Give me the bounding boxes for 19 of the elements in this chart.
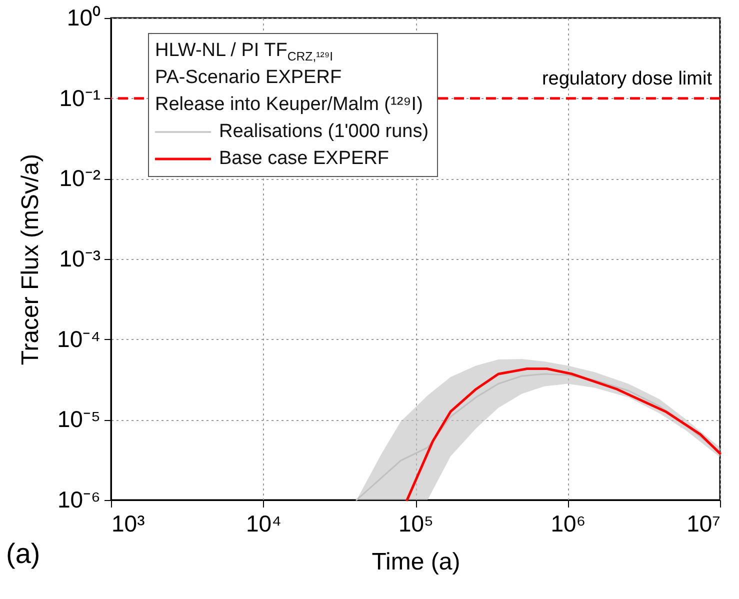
- x-tick-label: 10⁶: [550, 510, 586, 536]
- legend-title: HLW-NL / PI TF$_{CRZ,¹²⁹I}$ PA-Scenario EXPERF Release into Keuper/Malm (¹²⁹I): [155, 39, 424, 117]
- y-tick-label: 10⁻¹: [59, 84, 101, 111]
- y-tick-label: 10⁻⁶: [57, 486, 100, 512]
- y-tick-label: 10⁻⁴: [57, 326, 100, 352]
- y-tick-label: 10⁻⁵: [57, 406, 100, 432]
- y-tick-label: 10⁻²: [59, 165, 101, 192]
- x-tick-label: 10⁷: [686, 510, 720, 536]
- x-tick-label: 10⁴: [246, 510, 282, 536]
- y-tick-label: 10⁻³: [59, 246, 101, 272]
- x-tick-label: 10⁵: [398, 510, 434, 536]
- x-tick-label: 10³: [112, 510, 146, 536]
- ref-line-label: regulatory dose limit: [542, 68, 713, 90]
- x-axis-title: Time (a): [372, 548, 460, 576]
- legend-label: Realisations (1'000 runs): [219, 120, 429, 144]
- y-axis-title: Tracer Flux (mSv/a): [17, 154, 44, 366]
- text: (a): [6, 538, 40, 570]
- y-tick-label: 10⁰: [66, 4, 100, 30]
- legend-label: Base case EXPERF: [219, 147, 390, 171]
